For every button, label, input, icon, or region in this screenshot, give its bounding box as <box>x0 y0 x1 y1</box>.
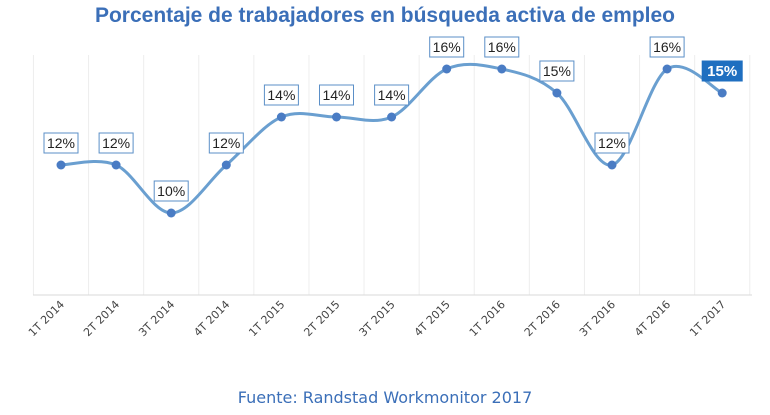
data-label-box <box>208 132 244 154</box>
data-label: 10% <box>157 183 185 199</box>
data-point <box>56 160 66 170</box>
data-label-box <box>374 84 410 106</box>
x-tick-label: 2T 2015 <box>301 298 342 339</box>
data-label-box <box>649 36 685 58</box>
x-tick-label: 4T 2014 <box>191 298 232 339</box>
data-point <box>276 112 286 122</box>
data-label-box <box>539 60 575 82</box>
x-tick-label: 2T 2016 <box>522 298 563 339</box>
data-label-box <box>319 84 354 106</box>
x-tick-label: 2T 2014 <box>81 298 122 339</box>
data-label: 12% <box>102 135 130 151</box>
data-label: 15% <box>543 63 571 79</box>
data-point <box>662 64 672 74</box>
x-tick-label: 3T 2014 <box>136 298 177 339</box>
data-label: 12% <box>212 135 240 151</box>
data-label: 16% <box>488 39 516 55</box>
data-label-box <box>43 132 79 154</box>
data-label: 14% <box>378 87 406 103</box>
data-label: 12% <box>598 135 626 151</box>
x-tick-label: 3T 2016 <box>577 298 618 339</box>
data-label-box <box>263 84 299 106</box>
data-point <box>111 160 121 170</box>
data-label-box <box>98 132 134 154</box>
data-point <box>552 88 562 98</box>
data-label: 14% <box>322 87 350 103</box>
data-point <box>497 64 507 74</box>
data-label-box <box>429 36 465 58</box>
data-label-box <box>701 60 743 82</box>
x-tick-label: 1T 2016 <box>467 298 508 339</box>
data-label: 14% <box>267 87 295 103</box>
x-tick-label: 1T 2015 <box>246 298 287 339</box>
source-note: Fuente: Randstad Workmonitor 2017 <box>237 388 533 407</box>
data-point <box>332 112 341 122</box>
data-label: 12% <box>47 135 75 151</box>
x-tick-label: 1T 2017 <box>687 298 728 339</box>
x-tick-label: 1T 2014 <box>26 298 67 339</box>
data-point <box>387 112 397 122</box>
data-label: 16% <box>653 39 681 55</box>
data-point <box>221 160 231 170</box>
x-tick-label: 4T 2016 <box>632 298 673 339</box>
data-point <box>717 88 727 98</box>
chart-title: Porcentaje de trabajadores en búsqueda a… <box>94 4 676 27</box>
data-point <box>166 208 176 218</box>
data-label: 15% <box>707 63 737 80</box>
data-label: 16% <box>433 39 461 55</box>
data-label-box <box>594 132 630 154</box>
data-point <box>607 160 617 170</box>
data-label-box <box>484 36 520 58</box>
x-tick-label: 4T 2015 <box>412 298 453 339</box>
x-tick-label: 3T 2015 <box>357 298 398 339</box>
data-label-box <box>153 180 189 202</box>
data-point <box>442 64 452 74</box>
